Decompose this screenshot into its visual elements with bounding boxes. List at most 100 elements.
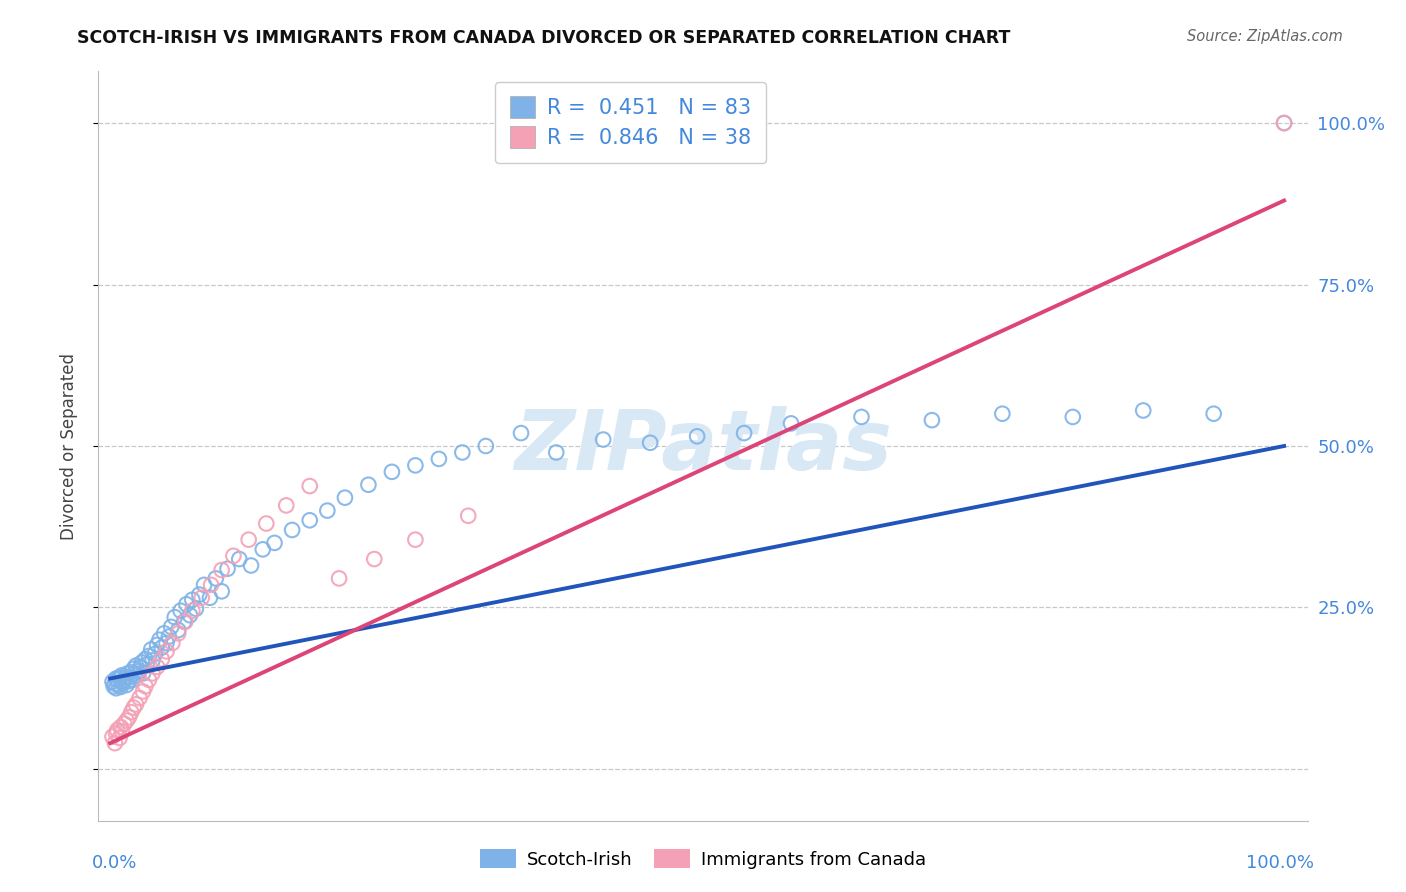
Point (181, 604, 204, 618)
Point (381, 465, 404, 479)
Point (357, 477, 380, 491)
Point (179, 608, 201, 623)
Point (120, 670, 142, 684)
Point (107, 678, 129, 692)
Point (105, 723, 128, 738)
Point (316, 503, 339, 517)
Point (263, 536, 285, 550)
Point (475, 439, 498, 453)
Point (134, 679, 156, 693)
Point (160, 620, 183, 634)
Point (108, 670, 131, 684)
Point (198, 591, 221, 605)
Point (190, 591, 212, 605)
Point (150, 652, 173, 666)
Point (162, 636, 184, 650)
Point (592, 433, 614, 447)
Point (146, 660, 169, 674)
Point (1272, 116, 1295, 130)
Point (127, 668, 149, 682)
Point (228, 552, 250, 566)
Point (169, 604, 191, 618)
Point (131, 656, 153, 670)
Point (134, 652, 156, 666)
Point (193, 578, 215, 592)
Point (150, 640, 173, 655)
Point (404, 533, 426, 547)
Point (138, 673, 160, 687)
Point (135, 657, 157, 672)
Point (110, 720, 132, 734)
Point (163, 610, 186, 624)
Point (124, 666, 146, 681)
Point (111, 668, 134, 682)
Point (733, 426, 755, 441)
Point (427, 451, 450, 466)
Point (780, 417, 803, 431)
Point (333, 491, 356, 505)
Point (451, 445, 474, 459)
Point (132, 684, 155, 698)
Point (103, 679, 125, 693)
Point (108, 731, 131, 745)
Point (200, 578, 222, 592)
Point (204, 571, 226, 585)
Point (298, 479, 321, 493)
Text: Source: ZipAtlas.com: Source: ZipAtlas.com (1187, 29, 1343, 44)
Point (132, 666, 155, 681)
Point (125, 658, 148, 673)
Text: ZIPatlas: ZIPatlas (515, 406, 891, 486)
Point (298, 513, 321, 527)
Point (138, 648, 160, 663)
Point (991, 407, 1014, 421)
Point (173, 615, 195, 629)
Point (188, 588, 211, 602)
Point (167, 626, 190, 640)
Point (457, 508, 479, 523)
Point (211, 584, 233, 599)
Point (174, 615, 197, 629)
Point (155, 636, 177, 650)
Point (101, 674, 124, 689)
Point (143, 647, 166, 661)
Point (120, 665, 142, 679)
Point (117, 666, 139, 681)
Point (1202, 407, 1225, 421)
Point (111, 724, 134, 739)
Point (104, 736, 127, 750)
Point (112, 676, 135, 690)
Point (254, 516, 277, 531)
Point (104, 676, 127, 690)
Point (114, 670, 136, 684)
Point (111, 674, 134, 689)
Point (176, 597, 198, 611)
Point (1132, 403, 1154, 417)
Point (1272, 116, 1295, 130)
Point (115, 714, 138, 728)
Point (211, 563, 233, 577)
Text: SCOTCH-IRISH VS IMMIGRANTS FROM CANADA DIVORCED OR SEPARATED CORRELATION CHART: SCOTCH-IRISH VS IMMIGRANTS FROM CANADA D… (77, 29, 1011, 46)
Legend: Scotch-Irish, Immigrants from Canada: Scotch-Irish, Immigrants from Canada (472, 842, 934, 876)
Point (101, 730, 124, 744)
Point (141, 642, 163, 657)
Point (276, 499, 298, 513)
Point (112, 716, 135, 731)
Legend: R =  0.451   N = 83, R =  0.846   N = 38: R = 0.451 N = 83, R = 0.846 N = 38 (495, 82, 766, 162)
Point (112, 673, 135, 687)
Point (146, 638, 169, 652)
Y-axis label: Divorced or Separated: Divorced or Separated (59, 352, 77, 540)
Point (240, 558, 263, 573)
Point (153, 626, 176, 640)
Point (363, 552, 385, 566)
Point (141, 653, 163, 667)
Point (222, 549, 245, 563)
Point (105, 726, 128, 740)
Point (851, 409, 873, 424)
Point (181, 592, 204, 607)
Point (686, 429, 709, 443)
Point (105, 673, 128, 687)
Point (252, 542, 274, 557)
Point (128, 690, 150, 705)
Point (167, 623, 190, 637)
Point (404, 458, 426, 473)
